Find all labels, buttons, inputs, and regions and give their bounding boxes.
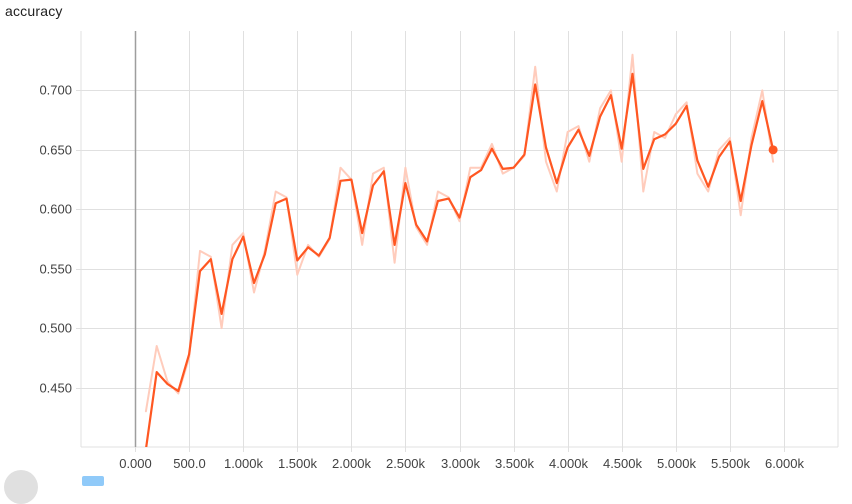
series-layer [144, 53, 778, 447]
x-tick-label: 5.500k [711, 456, 751, 471]
x-tick-label: 0.000 [119, 456, 152, 471]
x-tick-label: 4.000k [549, 456, 589, 471]
x-tick-label: 5.000k [657, 456, 697, 471]
raw-series-line [144, 53, 775, 413]
x-tick-label: 500.0 [173, 456, 206, 471]
accuracy-chart[interactable]: 0.000 500.0 1.000k 1.500k 2.000k 2.500k 3.000k… [0, 0, 852, 480]
x-tick-label: 1.500k [278, 456, 318, 471]
x-tick-label: 3.000k [441, 456, 481, 471]
bottom-control-square[interactable] [82, 476, 104, 486]
y-tick-label: 0.500 [39, 321, 72, 336]
x-tick-label: 2.500k [386, 456, 426, 471]
y-tick-label: 0.450 [39, 381, 72, 396]
y-tick-label: 0.550 [39, 262, 72, 277]
y-tick-labels: 0.450 0.500 0.550 0.600 0.650 0.700 [39, 83, 72, 396]
grid-layer [76, 31, 839, 452]
y-tick-label: 0.700 [39, 83, 72, 98]
x-tick-labels: 0.000 500.0 1.000k 1.500k 2.000k 2.500k 3.000k… [119, 456, 804, 471]
x-tick-label: 4.500k [603, 456, 643, 471]
series-end-point[interactable] [768, 145, 778, 155]
x-tick-label: 3.500k [495, 456, 535, 471]
x-tick-label: 6.000k [765, 456, 805, 471]
y-tick-label: 0.600 [39, 202, 72, 217]
x-tick-label: 2.000k [332, 456, 372, 471]
smoothed-series-line [145, 72, 775, 447]
bottom-control-circle[interactable] [4, 470, 38, 504]
x-tick-label: 1.000k [224, 456, 264, 471]
chart-title: accuracy [5, 3, 63, 19]
y-tick-label: 0.650 [39, 143, 72, 158]
